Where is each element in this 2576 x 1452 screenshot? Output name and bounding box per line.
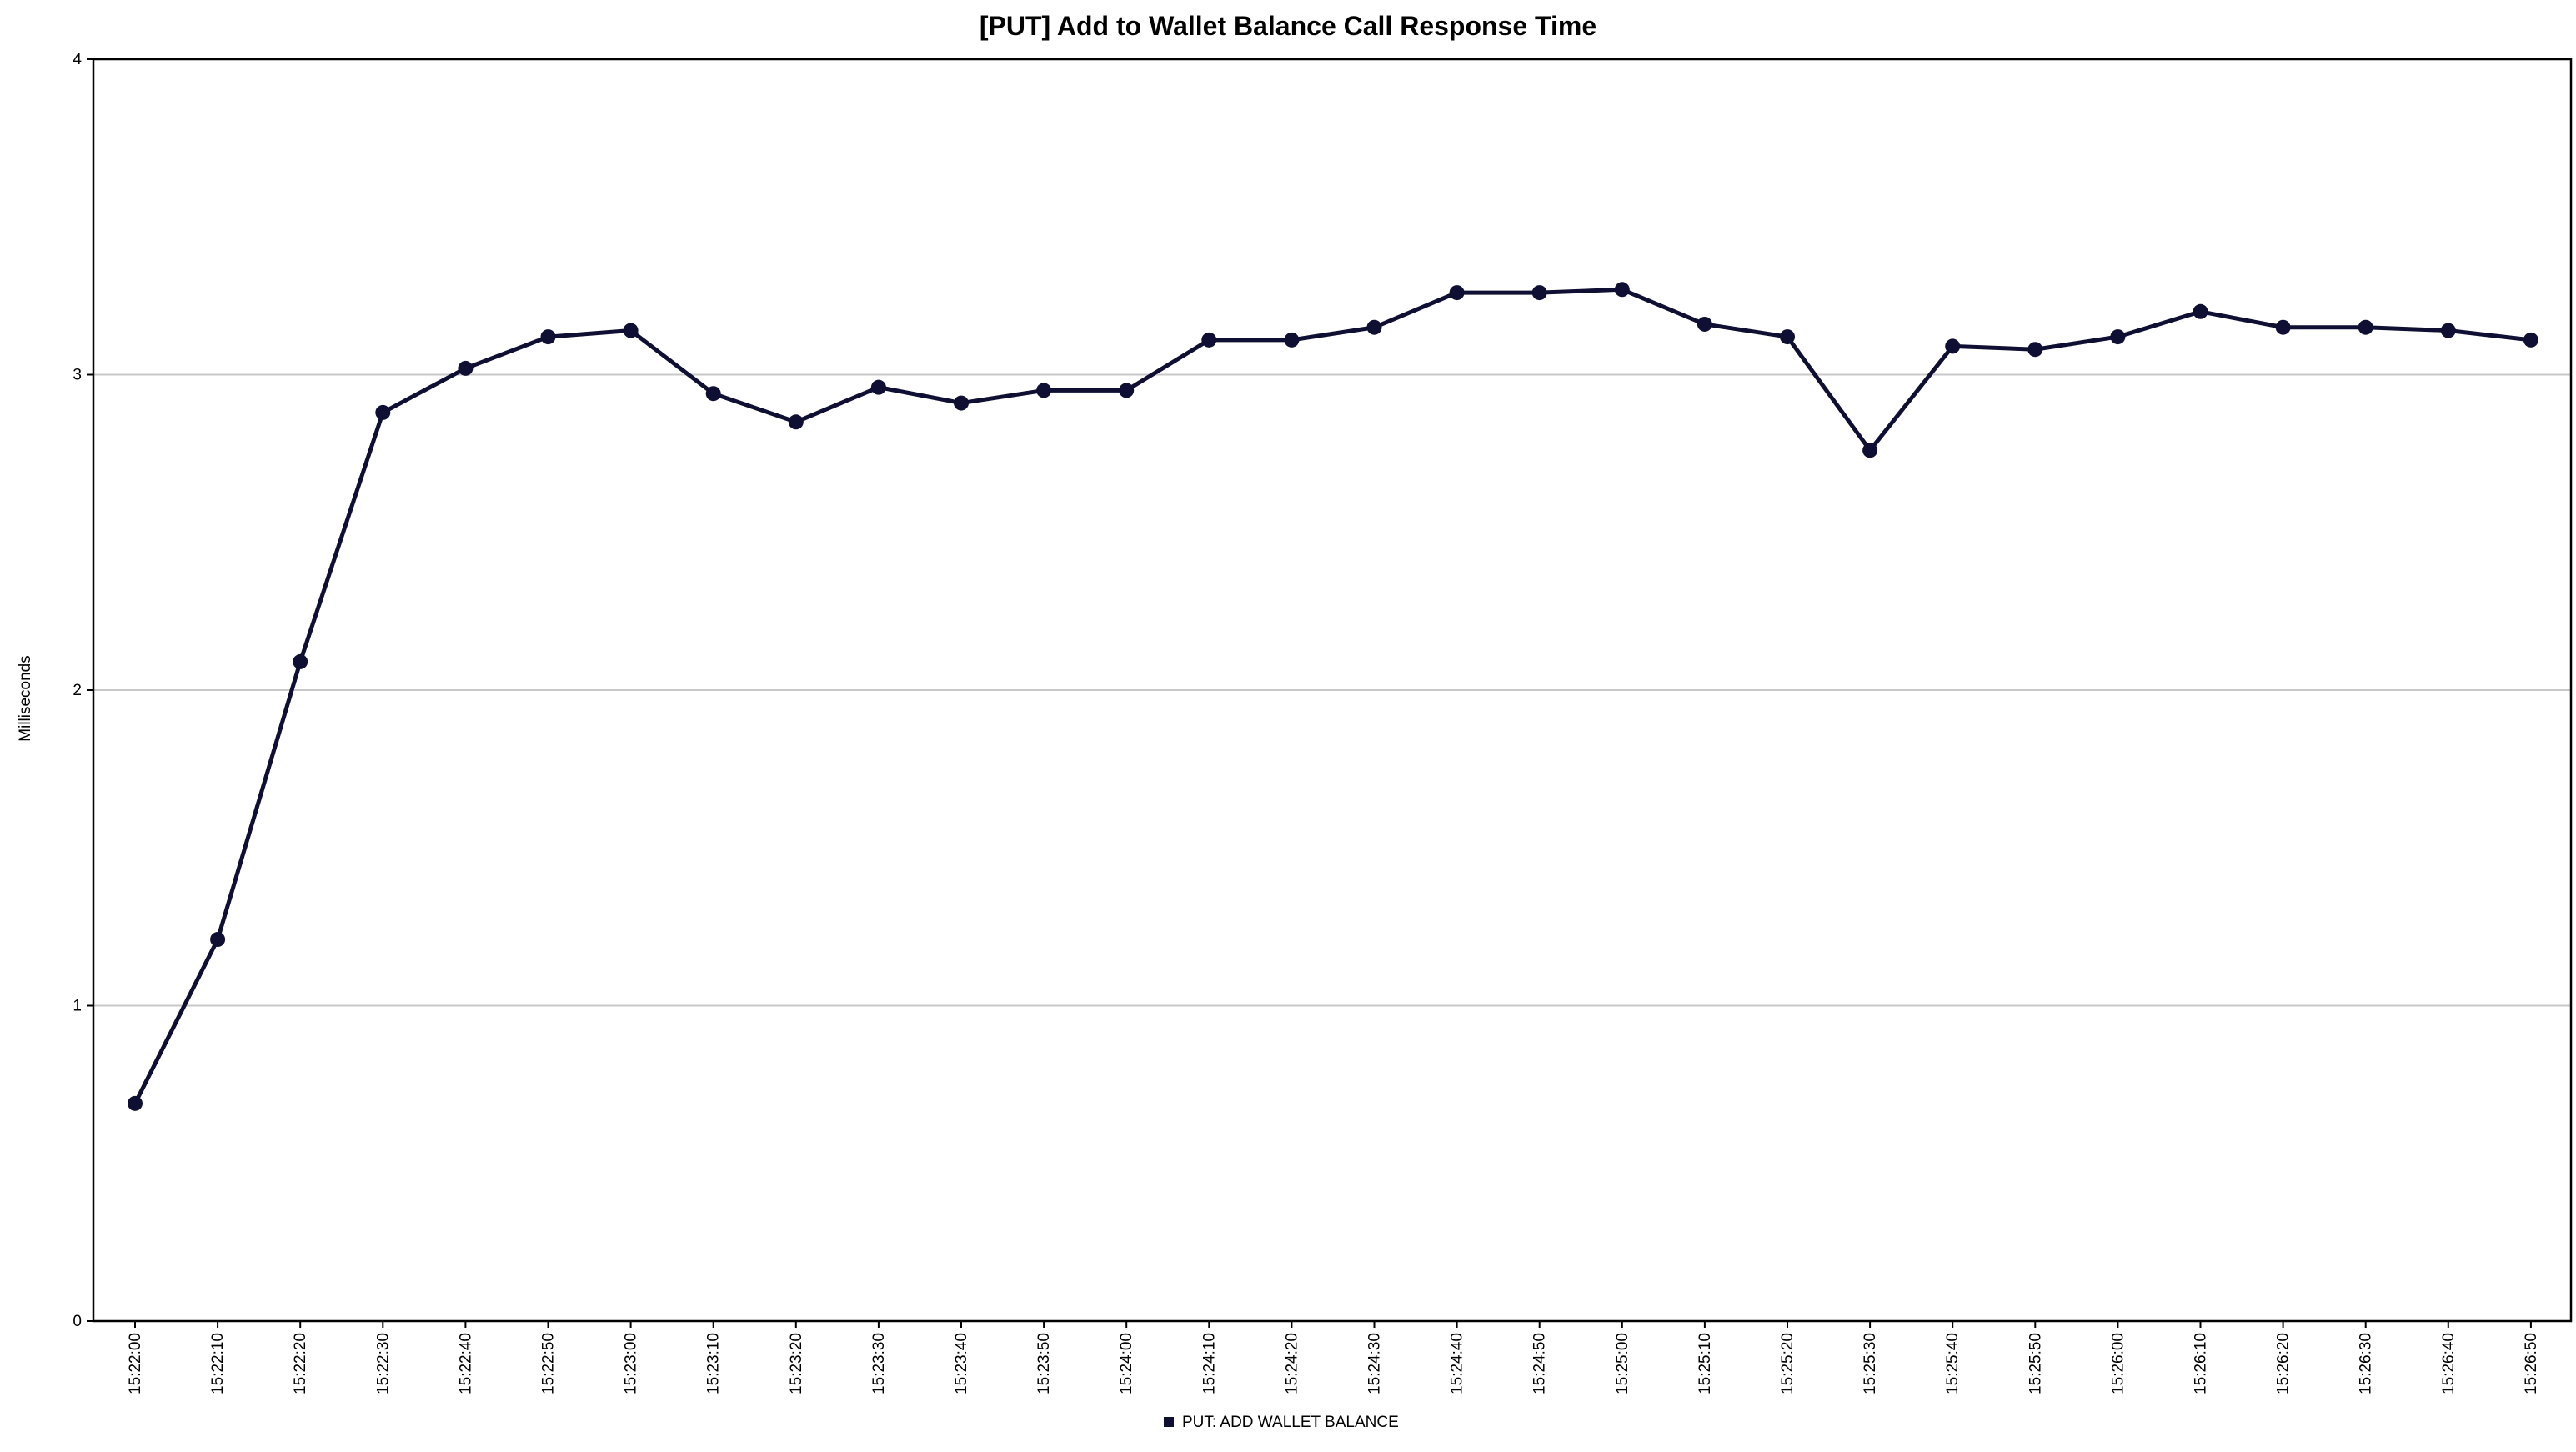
x-tick-label: 15:22:10	[209, 1333, 227, 1394]
x-tick-label: 15:22:50	[540, 1333, 558, 1394]
chart-title: [PUT] Add to Wallet Balance Call Respons…	[980, 11, 1596, 41]
x-tick-label: 15:25:30	[1862, 1333, 1879, 1394]
data-point	[1449, 285, 1465, 301]
x-tick-label: 15:26:30	[2358, 1333, 2375, 1394]
legend-swatch	[1164, 1417, 1174, 1427]
data-point	[1945, 338, 1961, 354]
data-point	[954, 395, 969, 411]
data-point	[705, 386, 721, 402]
grid-lines	[93, 373, 2571, 1007]
data-point	[2440, 323, 2456, 338]
data-point	[2523, 332, 2538, 348]
x-tick-label: 15:22:30	[374, 1333, 392, 1394]
data-point	[2193, 303, 2208, 319]
x-tick-label: 15:26:00	[2109, 1333, 2127, 1394]
data-point	[375, 404, 391, 420]
data-point	[1780, 329, 1795, 345]
x-tick-label: 15:26:10	[2193, 1333, 2210, 1394]
y-tick-label: 0	[73, 1313, 82, 1330]
legend-label: PUT: ADD WALLET BALANCE	[1182, 1414, 1399, 1431]
series-line	[133, 287, 2532, 1104]
x-tick-label: 15:22:00	[127, 1333, 144, 1394]
x-tick-label: 15:22:40	[457, 1333, 474, 1394]
y-tick-label: 4	[73, 51, 82, 68]
data-point	[1696, 316, 1712, 332]
x-tick-label: 15:24:10	[1200, 1333, 1218, 1394]
data-point	[1366, 319, 1382, 335]
legend: PUT: ADD WALLET BALANCE	[1164, 1414, 1399, 1431]
data-series	[128, 282, 2538, 1111]
x-tick-label: 15:25:10	[1696, 1333, 1714, 1394]
data-point	[458, 360, 474, 376]
x-tick-label: 15:23:00	[623, 1333, 640, 1394]
x-tick-label: 15:23:30	[870, 1333, 888, 1394]
data-point	[2110, 329, 2126, 345]
data-point	[1036, 383, 1052, 398]
x-tick-label: 15:24:20	[1283, 1333, 1301, 1394]
y-axis: 0 1 2 3 4	[73, 51, 93, 1330]
data-point	[1201, 332, 1217, 348]
x-tick-label: 15:25:20	[1779, 1333, 1797, 1394]
x-tick-label: 15:23:20	[788, 1333, 805, 1394]
x-tick-label: 15:24:00	[1118, 1333, 1135, 1394]
y-axis-label: Milliseconds	[17, 655, 34, 741]
y-tick-label: 3	[73, 367, 82, 384]
data-point	[1614, 282, 1630, 298]
data-point	[870, 379, 886, 395]
data-point	[210, 932, 226, 948]
x-tick-label: 15:23:10	[705, 1333, 723, 1394]
x-tick-label: 15:26:40	[2440, 1333, 2458, 1394]
data-point	[128, 1095, 143, 1111]
x-tick-label: 15:23:50	[1035, 1333, 1053, 1394]
x-axis: 15:22:00 15:22:10 15:22:20 15:22:30 15:22:40…	[127, 1321, 2540, 1394]
data-point	[540, 329, 556, 345]
x-tick-label: 15:25:00	[1614, 1333, 1631, 1394]
data-point	[2027, 342, 2043, 358]
x-tick-label: 15:25:50	[2027, 1333, 2044, 1394]
data-point	[623, 323, 639, 338]
data-point	[293, 653, 308, 669]
x-tick-label: 15:26:20	[2275, 1333, 2293, 1394]
y-tick-label: 1	[73, 998, 82, 1015]
data-point	[1531, 285, 1547, 301]
data-point	[2358, 319, 2373, 335]
x-tick-label: 15:26:50	[2523, 1333, 2540, 1394]
data-point	[2275, 319, 2291, 335]
x-tick-label: 15:22:20	[292, 1333, 309, 1394]
x-tick-label: 15:23:40	[953, 1333, 970, 1394]
x-tick-label: 15:24:40	[1449, 1333, 1466, 1394]
data-point	[1284, 332, 1300, 348]
data-point	[788, 414, 804, 430]
x-tick-label: 15:24:30	[1366, 1333, 1384, 1394]
x-tick-label: 15:24:50	[1531, 1333, 1549, 1394]
x-tick-label: 15:25:40	[1944, 1333, 1962, 1394]
data-point	[1862, 443, 1878, 458]
y-tick-label: 2	[73, 682, 82, 699]
data-point	[1119, 383, 1135, 398]
